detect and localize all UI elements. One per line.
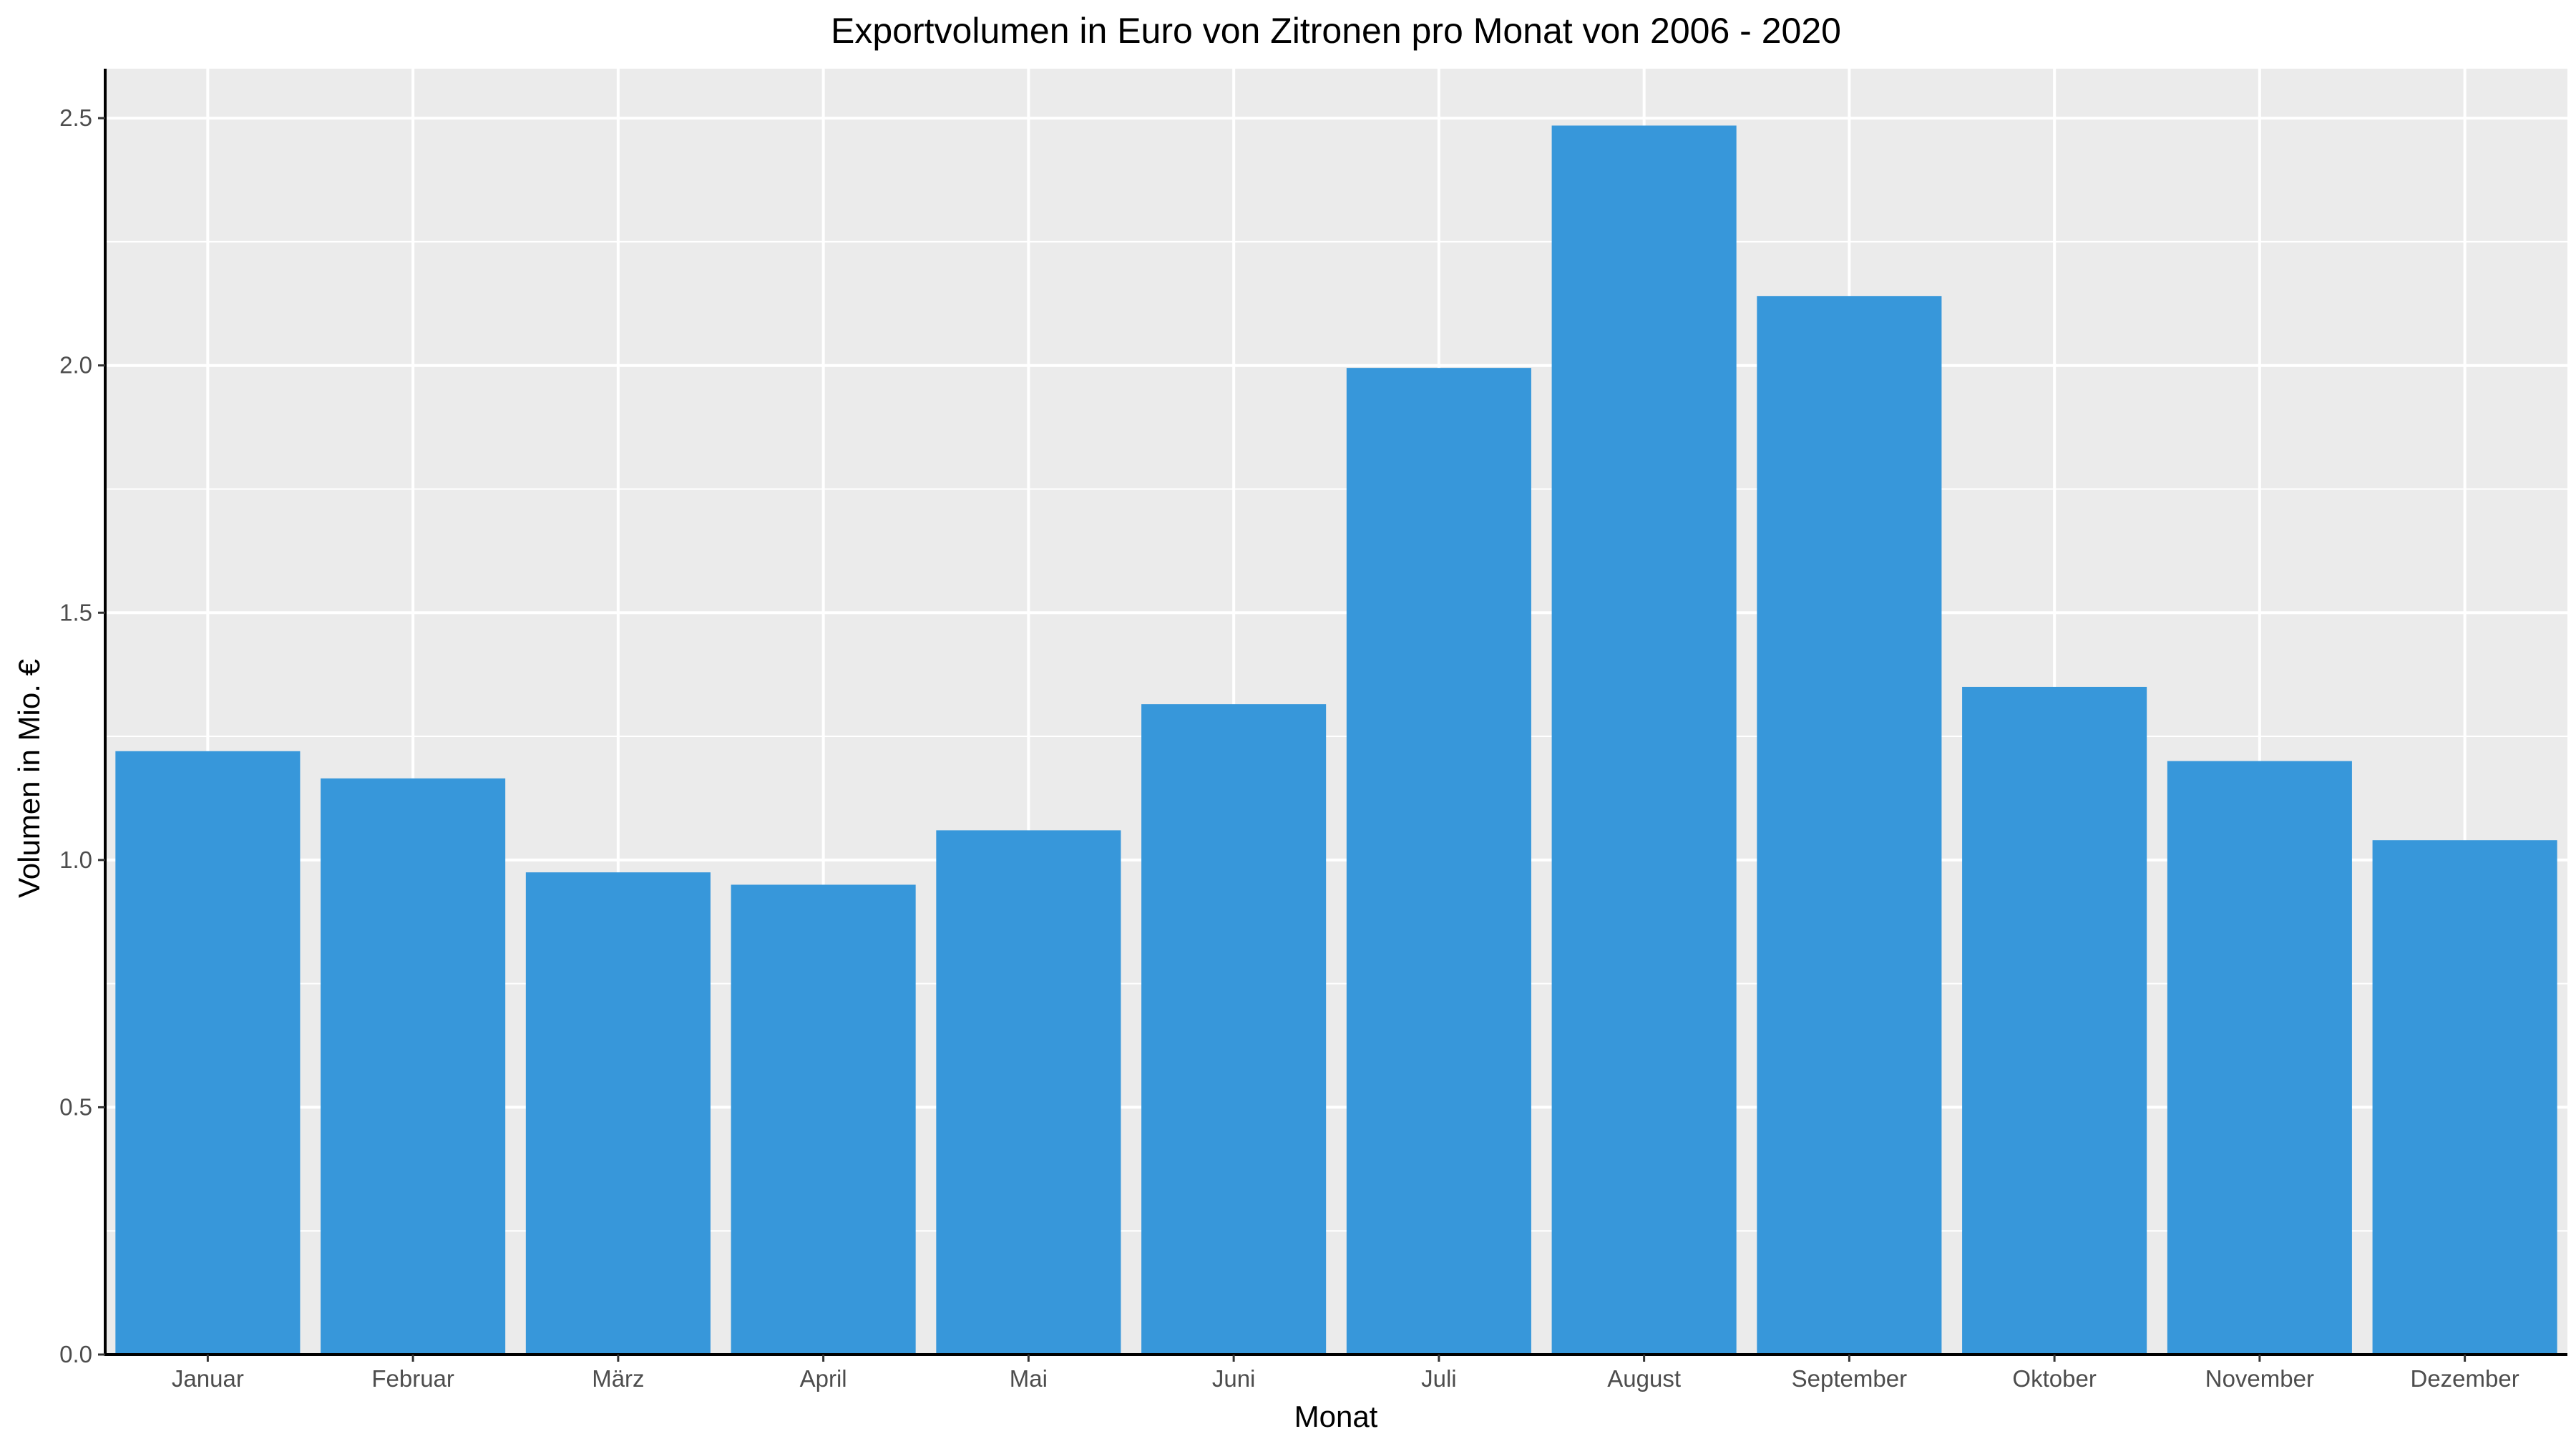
bars: [115, 125, 2557, 1355]
x-tick-label: Juni: [1212, 1365, 1256, 1392]
bar-dezember: [2372, 840, 2557, 1355]
y-tick-label: 0.0: [59, 1341, 92, 1367]
y-tick-label: 2.0: [59, 352, 92, 379]
x-tick-label: April: [800, 1365, 847, 1392]
y-tick-label: 1.0: [59, 847, 92, 873]
y-axis-ticks: 0.0 0.5 1.0 1.5 2.0 2.5: [59, 104, 105, 1367]
x-tick-label: November: [2205, 1365, 2314, 1392]
x-tick-label: Dezember: [2411, 1365, 2519, 1392]
x-tick-label: Februar: [371, 1365, 454, 1392]
bar-april: [731, 884, 916, 1355]
bar-september: [1757, 296, 1942, 1355]
x-tick-label: Mai: [1010, 1365, 1048, 1392]
bar-maerz: [525, 872, 711, 1355]
x-tick-label: Oktober: [2012, 1365, 2096, 1392]
x-axis-title: Monat: [1294, 1400, 1378, 1433]
bar-juli: [1346, 368, 1531, 1355]
x-axis-ticks: Januar Februar März April Mai Juni Juli August S…: [172, 1355, 2519, 1392]
bar-mai: [936, 830, 1121, 1355]
bar-november: [2167, 761, 2352, 1355]
x-tick-label: Juli: [1421, 1365, 1457, 1392]
chart-title: Exportvolumen in Euro von Zitronen pro M…: [831, 11, 1841, 51]
bar-oktober: [1962, 686, 2147, 1355]
y-tick-label: 0.5: [59, 1093, 92, 1120]
y-tick-label: 2.5: [59, 104, 92, 131]
x-tick-label: August: [1607, 1365, 1681, 1392]
plot-panel: [105, 69, 2567, 1355]
bar-august: [1551, 125, 1737, 1355]
x-tick-label: Januar: [172, 1365, 244, 1392]
minor-gridlines: [105, 240, 2567, 1232]
bar-februar: [321, 778, 506, 1355]
y-axis-title: Volumen in Mio. €: [12, 659, 46, 898]
x-tick-label: März: [592, 1365, 644, 1392]
bar-juni: [1141, 704, 1327, 1355]
bar-januar: [115, 751, 301, 1355]
y-tick-label: 1.5: [59, 599, 92, 625]
x-tick-label: September: [1792, 1365, 1907, 1392]
